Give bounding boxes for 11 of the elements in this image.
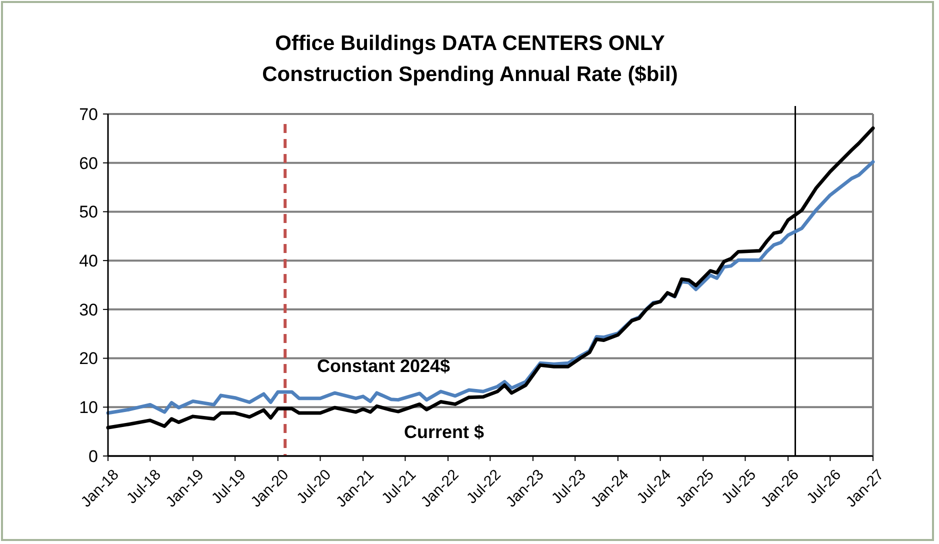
y-tick-label: 60 xyxy=(79,154,98,173)
y-tick-label: 70 xyxy=(79,104,98,124)
chart-title: Office Buildings DATA CENTERS ONLY Construction Spending Annual Rate ($bil) xyxy=(262,32,678,86)
y-tick-label: 0 xyxy=(88,446,98,466)
y-tick-label: 10 xyxy=(79,398,98,418)
y-tick-label: 50 xyxy=(79,202,98,222)
y-tick-label: 20 xyxy=(79,349,98,368)
y-tick-label: 40 xyxy=(79,252,98,271)
y-tick-label: 30 xyxy=(79,300,98,320)
series-label: Current $ xyxy=(404,422,484,442)
series-label: Constant 2024$ xyxy=(317,356,450,376)
